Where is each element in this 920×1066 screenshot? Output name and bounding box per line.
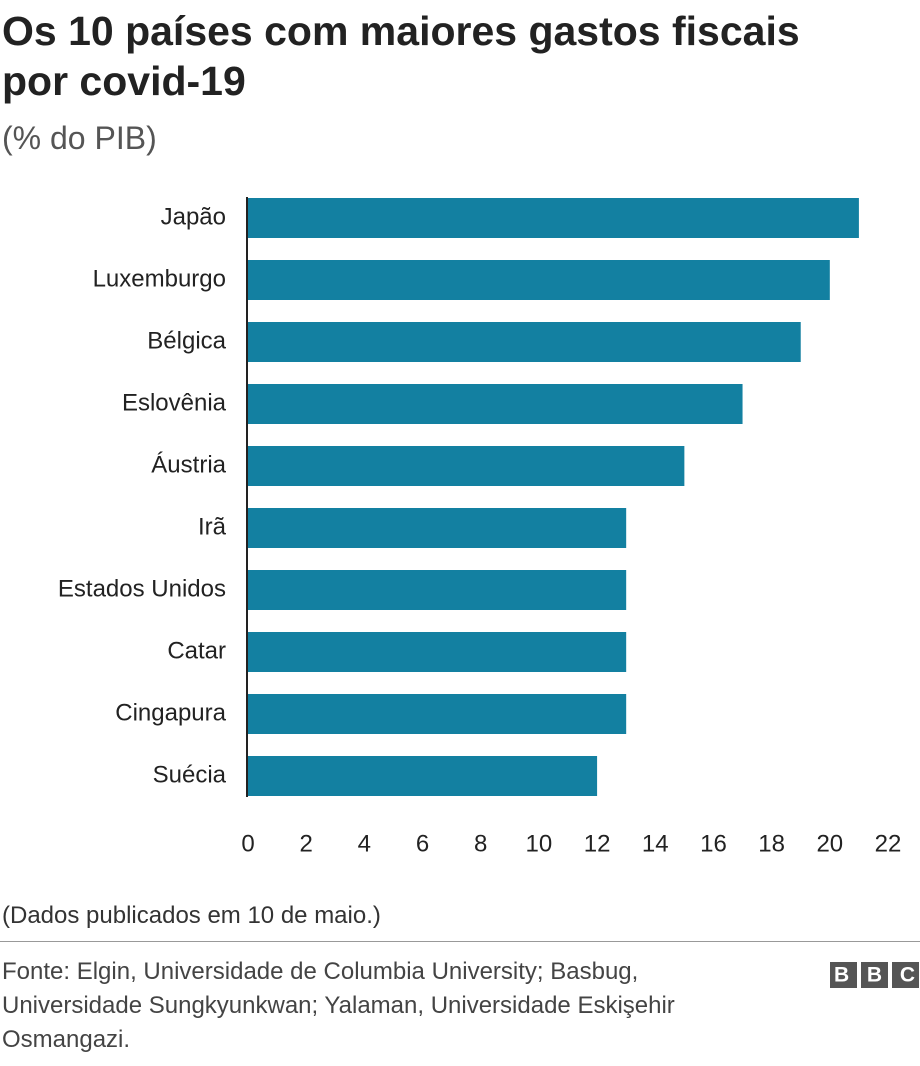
x-tick-label: 0 [241,830,254,857]
y-tick-label: Japão [161,203,226,230]
x-tick-label: 18 [758,830,785,857]
chart-subtitle: (% do PIB) [2,120,157,156]
y-tick-label: Eslovênia [122,389,227,416]
bar [248,384,743,424]
x-tick-label: 4 [358,830,371,857]
note: (Dados publicados em 10 de maio.) [2,902,381,929]
y-tick-label: Irã [198,513,227,540]
chart: 0 2 4 6 8 10 12 14 16 18 20 22 Japão Luxemburgo Bélgic… [58,197,902,857]
y-tick-label: Bélgica [147,327,226,354]
bar [248,694,627,734]
x-tick-label: 20 [816,830,843,857]
x-tick-label: 22 [875,830,902,857]
x-tick-label: 8 [474,830,487,857]
bar [248,570,627,610]
y-tick-label: Estados Unidos [58,575,226,602]
x-tick-label: 12 [584,830,611,857]
x-tick-label: 14 [642,830,669,857]
logo-box [861,962,888,988]
y-tick-label: Cingapura [115,699,226,726]
y-tick-label: Suécia [153,761,227,788]
logo: BBC [830,962,919,988]
logo-text: BBC [834,964,915,987]
logo-box [892,962,919,988]
logo-box [830,962,857,988]
bar [248,508,627,548]
bar [248,260,830,300]
bar [248,198,859,238]
divider [0,941,920,942]
x-tick-label: 16 [700,830,727,857]
bar [248,322,801,362]
x-tick-label: 10 [526,830,553,857]
bar [248,756,598,796]
x-tick-label: 6 [416,830,429,857]
y-tick-label: Áustria [151,451,226,478]
source: Fonte: Elgin, Universidade de Columbia U… [2,958,675,1053]
chart-title: Os 10 países com maiores gastos fiscais … [2,8,800,104]
y-tick-label: Catar [167,637,226,664]
bar [248,446,685,486]
bar [248,632,627,672]
x-tick-label: 2 [300,830,313,857]
y-tick-label: Luxemburgo [93,265,226,292]
